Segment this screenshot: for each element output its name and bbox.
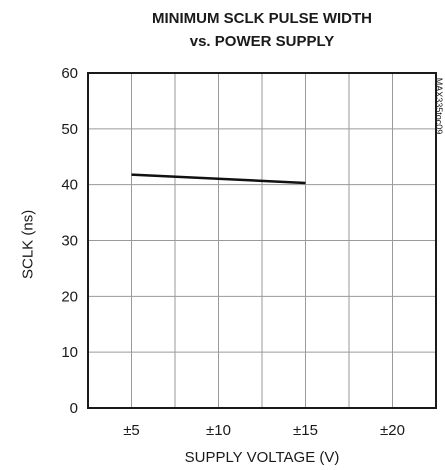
x-tick-label: ±15 xyxy=(293,422,318,439)
y-tick-label: 60 xyxy=(61,65,78,82)
chart-subtitle: vs. POWER SUPPLY xyxy=(189,33,335,50)
y-tick-label: 20 xyxy=(61,288,78,305)
y-tick-label: 50 xyxy=(61,121,78,138)
x-tick-label: ±20 xyxy=(380,422,405,439)
y-tick-label: 0 xyxy=(70,400,78,417)
chart-title: MINIMUM SCLK PULSE WIDTH xyxy=(152,10,372,27)
x-axis-label: SUPPLY VOLTAGE (V) xyxy=(184,449,340,466)
series-line xyxy=(131,173,306,185)
x-tick-label: ±5 xyxy=(123,422,140,439)
y-tick-label: 30 xyxy=(61,233,78,250)
plot-frame xyxy=(87,72,437,409)
y-tick-label: 10 xyxy=(61,344,78,361)
y-tick-label: 40 xyxy=(61,177,78,194)
x-tick-label: ±10 xyxy=(206,422,231,439)
